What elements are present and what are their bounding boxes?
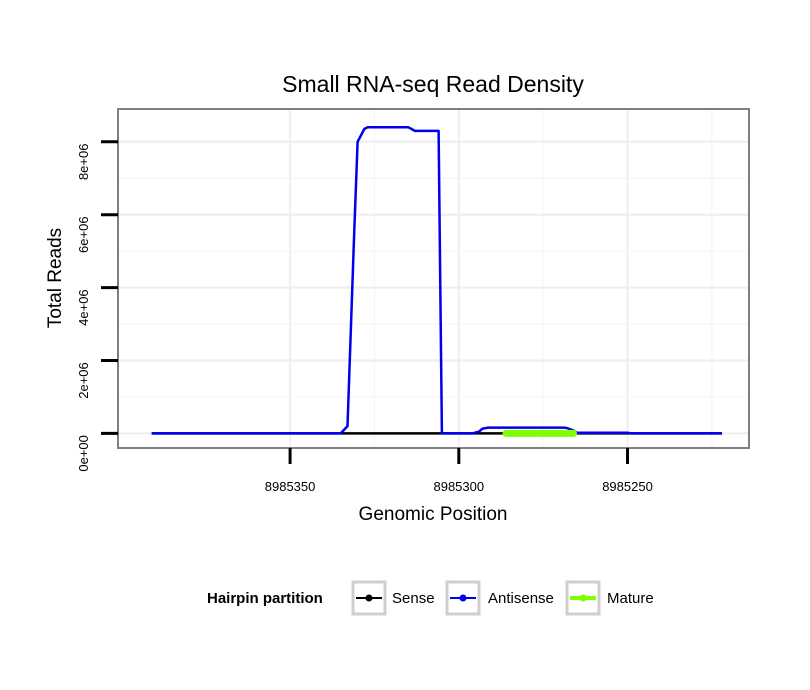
legend-label: Mature [607,590,654,607]
plot-panel-background [118,109,749,448]
chart-title: Small RNA-seq Read Density [282,71,584,97]
y-tick-label: 6e+06 [76,216,91,253]
y-tick-label: 8e+06 [76,144,91,181]
series-line-antisense [151,125,722,435]
y-axis-title: Total Reads [45,228,66,328]
legend-key-point [579,594,587,602]
legend: Hairpin partition Sense Antisense Mature [207,580,654,616]
series-layer [151,125,722,437]
plot-panel-border [117,108,750,449]
x-axis-title: Genomic Position [359,504,508,525]
y-tick-label: 0e+00 [76,435,91,472]
legend-title: Hairpin partition [207,590,323,607]
legend-label: Sense [392,590,435,607]
y-tick-label: 4e+06 [76,289,91,326]
legend-key-point [365,594,373,602]
legend-item-antisense: Antisense [445,580,554,616]
x-tick-label: 8985300 [433,479,484,494]
x-axis: 8985350 8985300 8985250 [265,448,653,494]
legend-label: Antisense [488,590,554,607]
y-axis: 0e+00 2e+06 4e+06 6e+06 8e+06 [76,140,118,472]
legend-item-sense: Sense [351,580,435,616]
y-tick-label: 2e+06 [76,362,91,399]
x-tick-label: 8985250 [602,479,653,494]
grid-lines [118,109,749,448]
legend-key-point [459,594,467,602]
x-tick-label: 8985350 [265,479,316,494]
legend-item-mature: Mature [565,580,654,616]
